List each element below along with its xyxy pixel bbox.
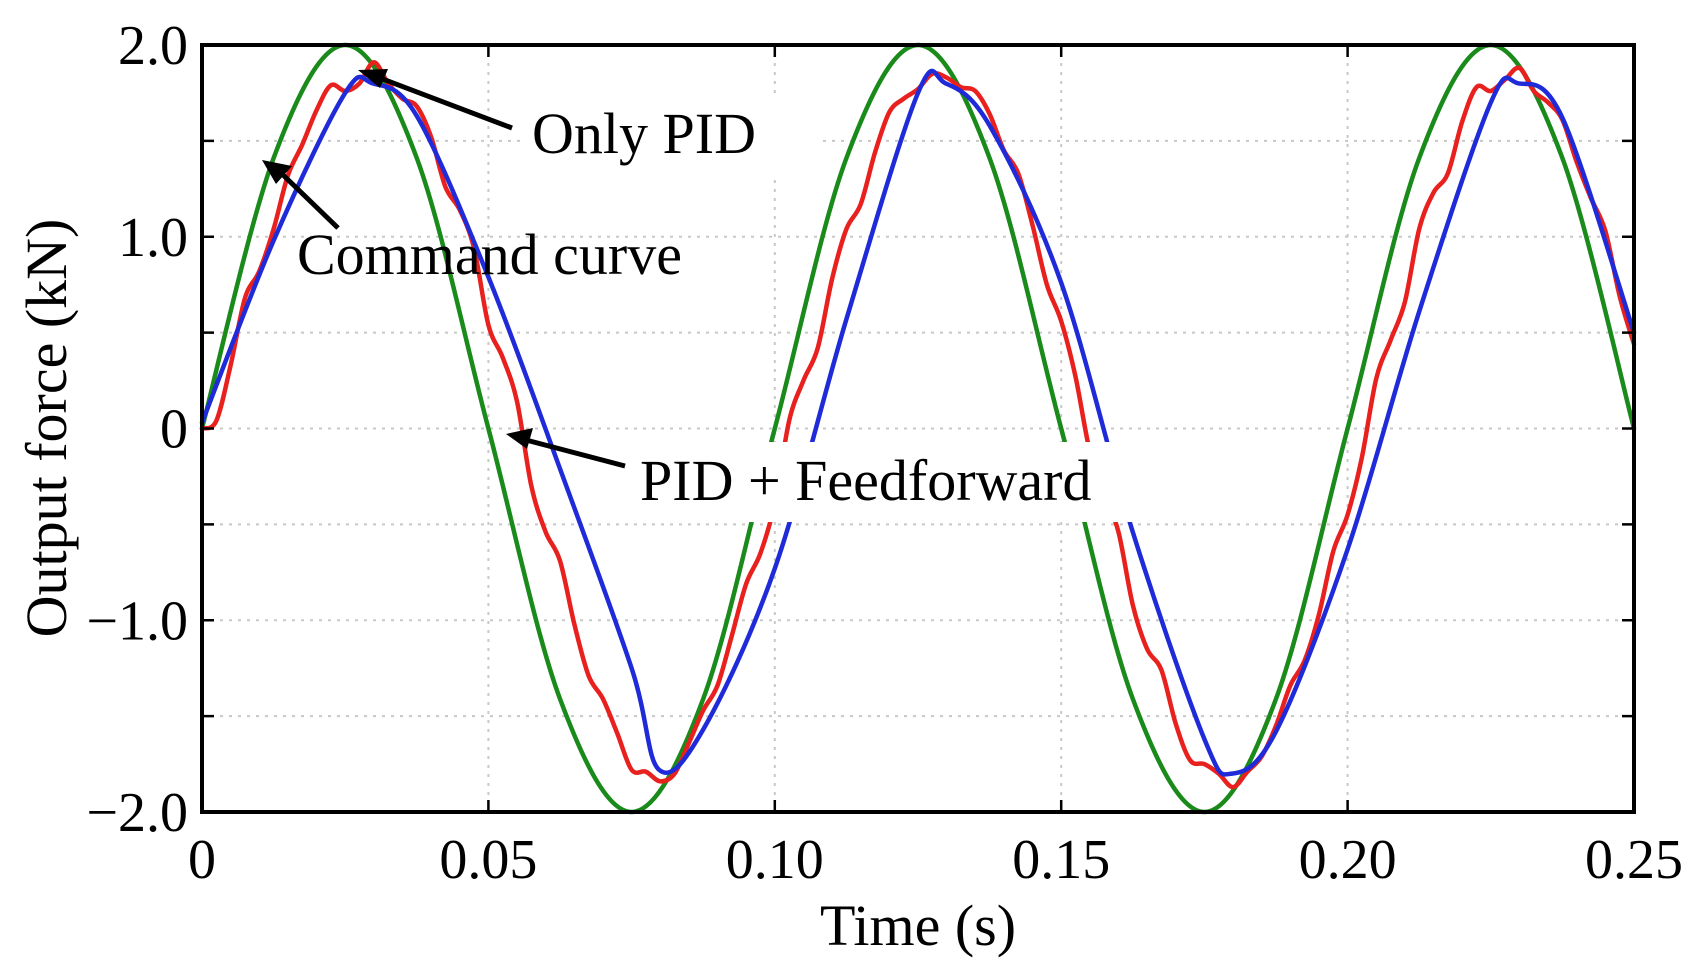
x-tick-label: 0.20 — [1299, 829, 1397, 891]
x-tick-label: 0.05 — [439, 829, 537, 891]
x-tick-label: 0.25 — [1585, 829, 1683, 891]
arrow-head-only-pid — [358, 69, 388, 88]
arrow-pid-feedforward — [525, 437, 626, 469]
y-tick-label: −1.0 — [86, 590, 188, 652]
annotation-mask-pid-feedforward — [630, 442, 1182, 522]
arrow-head-command-curve — [262, 160, 292, 184]
arrow-head-pid-feedforward — [506, 428, 533, 449]
y-tick-label: 0 — [160, 399, 188, 461]
arrow-command-curve — [278, 170, 340, 230]
y-tick-label: 1.0 — [118, 207, 188, 269]
x-tick-label: 0.15 — [1012, 829, 1110, 891]
tick-labels: 0 0.05 0.10 0.15 0.20 0.25 −2.0 −1.0 0 1.0 2.0 — [86, 15, 1683, 891]
arrow-only-pid — [379, 75, 513, 131]
y-axis-title: Output force (kN) — [14, 219, 79, 638]
x-axis-title: Time (s) — [820, 893, 1016, 958]
annotation-command-curve: Command curve — [297, 222, 682, 287]
x-tick-label: 0.10 — [726, 829, 824, 891]
y-tick-label: −2.0 — [86, 782, 188, 844]
x-tick-label: 0 — [188, 829, 216, 891]
y-tick-label: 2.0 — [118, 15, 188, 77]
annotation-pid-feedforward: PID + Feedforward — [640, 448, 1091, 513]
annotation-mask-only-pid — [520, 95, 818, 175]
series-line-pid-feedforward — [199, 68, 1637, 777]
annotation-only-pid: Only PID — [532, 101, 756, 166]
axis-ticks — [200, 45, 1636, 812]
